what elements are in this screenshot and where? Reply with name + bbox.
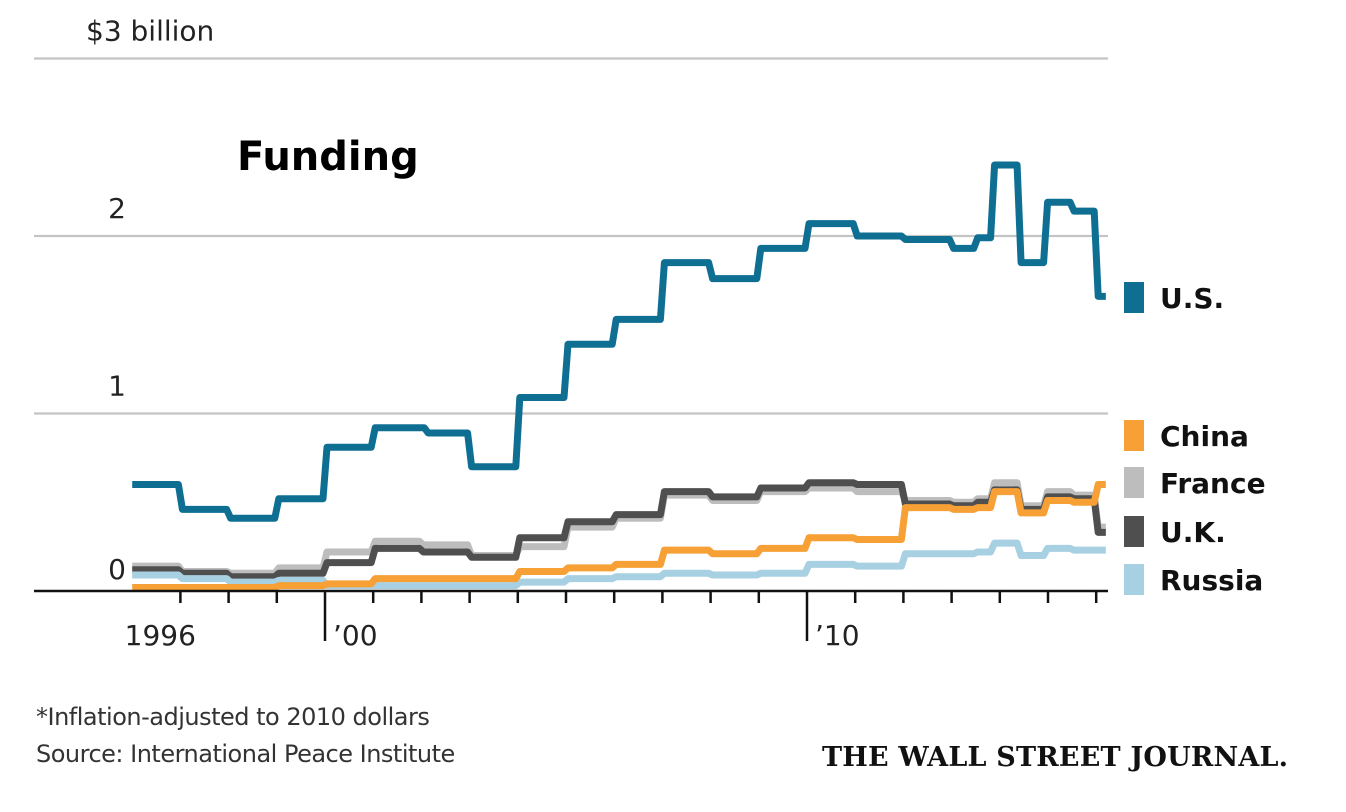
legend-label: Russia: [1160, 564, 1263, 597]
legend-label: U.S.: [1160, 282, 1224, 315]
series-lines: [132, 161, 1106, 591]
y-tick-label: $3 billion: [86, 15, 214, 48]
legend-swatch: [1124, 516, 1144, 547]
legend-item: China: [1124, 420, 1249, 453]
legend-item: U.K.: [1124, 516, 1226, 549]
legend-swatch: [1124, 564, 1144, 595]
footnote: *Inflation-adjusted to 2010 dollars: [36, 703, 430, 731]
x-tick-label: ’00: [333, 619, 378, 652]
x-tick-labels: 1996 ’00 ’10: [125, 619, 860, 652]
y-tick-label: 1: [108, 370, 126, 403]
y-tick-label: 2: [108, 192, 126, 225]
legend-label: China: [1160, 420, 1249, 453]
legend-item: U.S.: [1124, 282, 1224, 315]
wsj-logo: THE WALL STREET JOURNAL.: [822, 742, 1289, 773]
legend-item: France: [1124, 467, 1266, 500]
x-tick-label: ’10: [815, 619, 860, 652]
legend-item: Russia: [1124, 564, 1263, 597]
series-line-china: [132, 481, 1106, 591]
legend-swatch: [1124, 467, 1144, 498]
legend-label: U.K.: [1160, 516, 1226, 549]
y-tick-labels: 0 1 2 $3 billion: [86, 15, 214, 587]
chart-title: Funding: [237, 134, 419, 180]
x-tick-label: 1996: [125, 619, 196, 652]
legend-swatch: [1124, 282, 1144, 313]
source-note: Source: International Peace Institute: [36, 740, 455, 768]
gridlines: [34, 57, 1108, 415]
legend-swatch: [1124, 420, 1144, 451]
x-axis: [34, 589, 1108, 641]
y-tick-label: 0: [108, 553, 126, 586]
legend-label: France: [1160, 467, 1266, 500]
series-line-us: [132, 161, 1106, 522]
legend: U.S. China France U.K. Russia: [1124, 282, 1266, 597]
